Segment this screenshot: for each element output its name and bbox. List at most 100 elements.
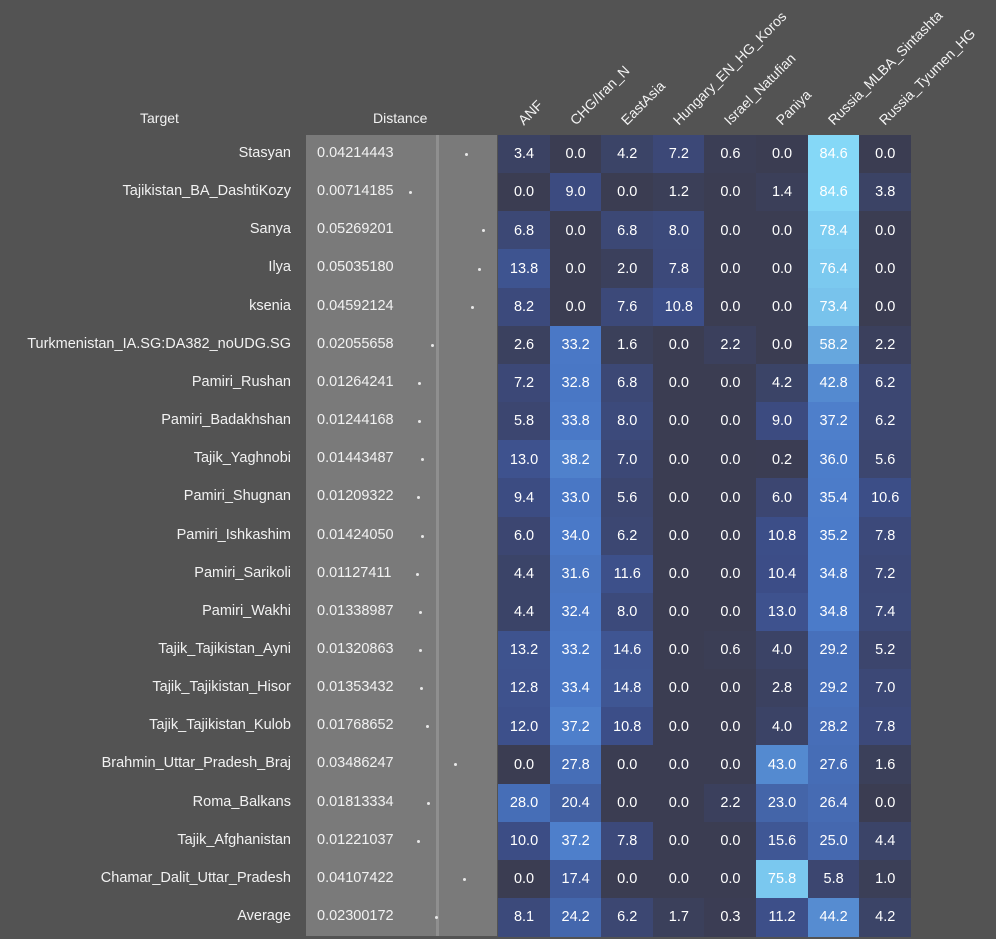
heatmap-cell: 1.7	[652, 898, 705, 937]
heatmap-cell: 32.8	[549, 363, 602, 403]
heatmap-cell: 0.0	[549, 287, 602, 327]
heatmap-cell: 10.8	[756, 516, 809, 556]
heatmap-cell: 2.6	[498, 325, 551, 365]
heatmap-cell: 0.0	[652, 783, 705, 823]
heatmap-cell: 6.2	[859, 402, 912, 441]
target-label: Turkmenistan_IA.SG:DA382_noUDG.SG	[27, 335, 291, 352]
target-label: Sanya	[249, 221, 291, 238]
distance-marker	[471, 305, 475, 309]
distance-marker	[426, 725, 430, 729]
heatmap-cell: 8.0	[652, 211, 705, 250]
heatmap-cell: 38.2	[549, 440, 602, 479]
heatmap-cell: 6.0	[756, 478, 809, 517]
distance-value: 0.02300172	[317, 908, 394, 924]
heatmap-cell: 4.4	[498, 592, 551, 632]
heatmap-cell: 37.2	[549, 707, 602, 746]
heatmap-cell: 33.2	[549, 325, 602, 365]
heatmap-cell: 3.8	[859, 173, 912, 212]
heatmap-cell: 0.0	[652, 745, 705, 785]
distance-marker	[420, 534, 424, 538]
distance-marker	[417, 420, 421, 424]
target-label: Pamiri_Wakhi	[202, 602, 291, 619]
distance-value: 0.01768652	[317, 717, 394, 734]
target-label: Tajik_Tajikistan_Hisor	[152, 679, 291, 696]
distance-marker	[463, 877, 467, 881]
distance-marker	[419, 649, 423, 653]
heatmap-cell: 0.0	[704, 592, 757, 632]
heatmap-cell: 0.0	[549, 211, 602, 250]
heatmap-cell: 7.2	[859, 554, 912, 594]
heatmap-cell: 17.4	[549, 859, 602, 899]
heatmap-cell: 31.6	[549, 554, 602, 594]
heatmap-cell: 0.0	[498, 859, 551, 899]
heatmap-cell: 4.4	[859, 821, 912, 861]
heatmap-cell: 0.0	[652, 440, 705, 479]
heatmap-cell: 0.0	[756, 211, 809, 250]
heatmap-cell: 11.6	[601, 554, 654, 594]
distance-value: 0.05269201	[317, 221, 394, 238]
distance-value: 0.01264241	[317, 373, 394, 390]
heatmap-cell: 33.2	[549, 630, 602, 670]
heatmap-cell: 76.4	[807, 249, 860, 289]
heatmap-cell: 1.6	[859, 745, 912, 785]
distance-marker	[430, 343, 434, 347]
heatmap-cell: 6.0	[498, 516, 551, 556]
heatmap-cell: 0.0	[498, 173, 551, 212]
heatmap-cell: 34.8	[807, 554, 860, 594]
heatmap-cell: 6.2	[601, 898, 654, 937]
heatmap-cell: 0.0	[652, 592, 705, 632]
heatmap-cell: 34.8	[807, 592, 860, 632]
heatmap-cell: 0.0	[652, 630, 705, 670]
column-header: Paniya	[772, 86, 815, 128]
heatmap-cell: 1.6	[601, 325, 654, 365]
heatmap-cell: 0.0	[704, 211, 757, 250]
distance-marker	[481, 229, 485, 233]
heatmap-cell: 5.2	[859, 630, 912, 670]
heatmap-cell: 0.0	[704, 554, 757, 594]
heatmap-cell: 4.2	[756, 363, 809, 403]
heatmap-cell: 28.2	[807, 707, 860, 746]
target-label: Ilya	[268, 259, 291, 276]
heatmap-cell: 27.8	[549, 745, 602, 785]
heatmap-cell: 12.8	[498, 669, 551, 708]
heatmap-cell: 7.8	[601, 821, 654, 861]
heatmap-cell: 73.4	[807, 287, 860, 327]
heatmap-cell: 6.2	[601, 516, 654, 556]
target-label: Roma_Balkans	[192, 793, 291, 810]
heatmap-cell: 1.4	[756, 173, 809, 212]
heatmap-cell: 8.0	[601, 402, 654, 441]
heatmap-cell: 32.4	[549, 592, 602, 632]
heatmap-cell: 7.0	[601, 440, 654, 479]
heatmap-cell: 42.8	[807, 363, 860, 403]
heatmap-cell: 10.4	[756, 554, 809, 594]
heatmap-cell: 27.6	[807, 745, 860, 785]
heatmap-cell: 0.6	[704, 135, 757, 174]
heatmap-cell: 13.0	[498, 440, 551, 479]
column-header: EastAsia	[617, 77, 669, 128]
heatmap-cell: 13.0	[756, 592, 809, 632]
heatmap-cell: 5.8	[498, 402, 551, 441]
target-label: Pamiri_Badakhshan	[161, 412, 291, 429]
heatmap-cell: 0.0	[756, 135, 809, 174]
target-label: Brahmin_Uttar_Pradesh_Braj	[101, 755, 291, 772]
heatmap-cell: 0.0	[704, 707, 757, 746]
distance-marker	[426, 801, 430, 805]
heatmap-cell: 8.2	[498, 287, 551, 327]
heatmap-cell: 0.0	[549, 249, 602, 289]
heatmap-cell: 33.4	[549, 669, 602, 708]
heatmap-cell: 7.6	[601, 287, 654, 327]
distance-value: 0.01424050	[317, 526, 394, 543]
heatmap-cell: 2.0	[601, 249, 654, 289]
heatmap-cell: 0.2	[756, 440, 809, 479]
target-column-header: Target	[140, 110, 179, 126]
heatmap-cell: 6.8	[498, 211, 551, 250]
heatmap-cell: 7.4	[859, 592, 912, 632]
heatmap-cell: 24.2	[549, 898, 602, 937]
heatmap-cell: 0.0	[704, 173, 757, 212]
heatmap-cell: 0.0	[704, 821, 757, 861]
distance-marker	[419, 687, 423, 691]
heatmap-cell: 2.2	[704, 325, 757, 365]
heatmap-cell: 7.2	[652, 135, 705, 174]
distance-value: 0.04592124	[317, 297, 394, 314]
heatmap-cell: 0.0	[704, 745, 757, 785]
